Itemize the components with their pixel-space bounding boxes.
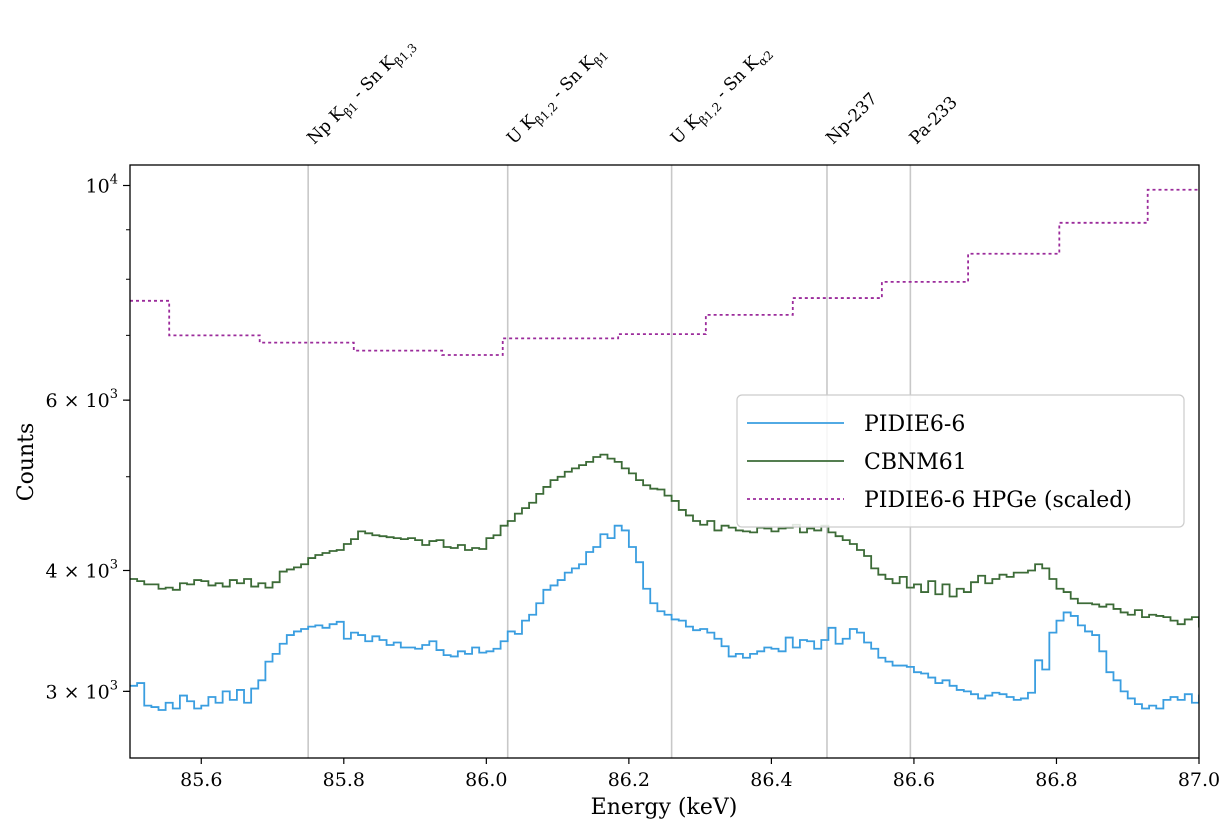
legend-label-3: PIDIE6-6 HPGe (scaled) [864,488,1132,513]
plot-frame [129,164,1200,759]
x-tick-label: 85.8 [323,769,365,791]
x-tick-label: 86.2 [608,769,650,791]
reference-line-label-3: U Kβ1,2 - Sn Kα2 [667,41,776,150]
y-axis: 3 × 103 4 × 103 6 × 103 104 [45,172,130,703]
legend-box [736,394,1185,528]
y-tick-label: 104 [86,172,118,197]
reference-line-label-2: U Kβ1,2 - Sn Kβ1 [503,42,611,150]
series-layer [130,188,1199,711]
x-axis: 85.6 85.8 86.0 86.2 86.4 86.6 86.8 87.0 [180,758,1220,791]
y-axis-label: Counts [14,423,39,502]
legend-label-1: PIDIE6-6 [864,412,965,437]
y-tick-label: 3 × 103 [45,678,118,703]
x-tick-label: 85.6 [180,769,222,791]
reference-line-label-4: Np-237 [822,89,881,148]
reference-line-label-1: Np Kβ1 - Sn Kβ1,3 [304,34,420,150]
reference-line-label-5: Pa-233 [906,93,962,149]
reference-line-labels: Np Kβ1 - Sn Kβ1,3 U Kβ1,2 - Sn Kβ1 U Kβ1,2… [304,34,962,150]
x-axis-label: Energy (keV) [591,795,738,820]
legend: PIDIE6-6 CBNM61 PIDIE6-6 HPGe (scaled) [736,394,1185,528]
x-tick-label: 86.8 [1035,769,1077,791]
series-line-1 [130,524,1199,711]
y-tick-label: 6 × 103 [45,387,118,412]
x-tick-label: 86.0 [465,769,507,791]
series-line-3 [130,188,1199,356]
legend-label-2: CBNM61 [864,450,967,475]
y-tick-label: 4 × 103 [45,557,118,582]
x-tick-label: 86.6 [893,769,935,791]
series-line-2 [130,453,1199,628]
x-tick-label: 87.0 [1178,769,1220,791]
x-tick-label: 86.4 [750,769,792,791]
